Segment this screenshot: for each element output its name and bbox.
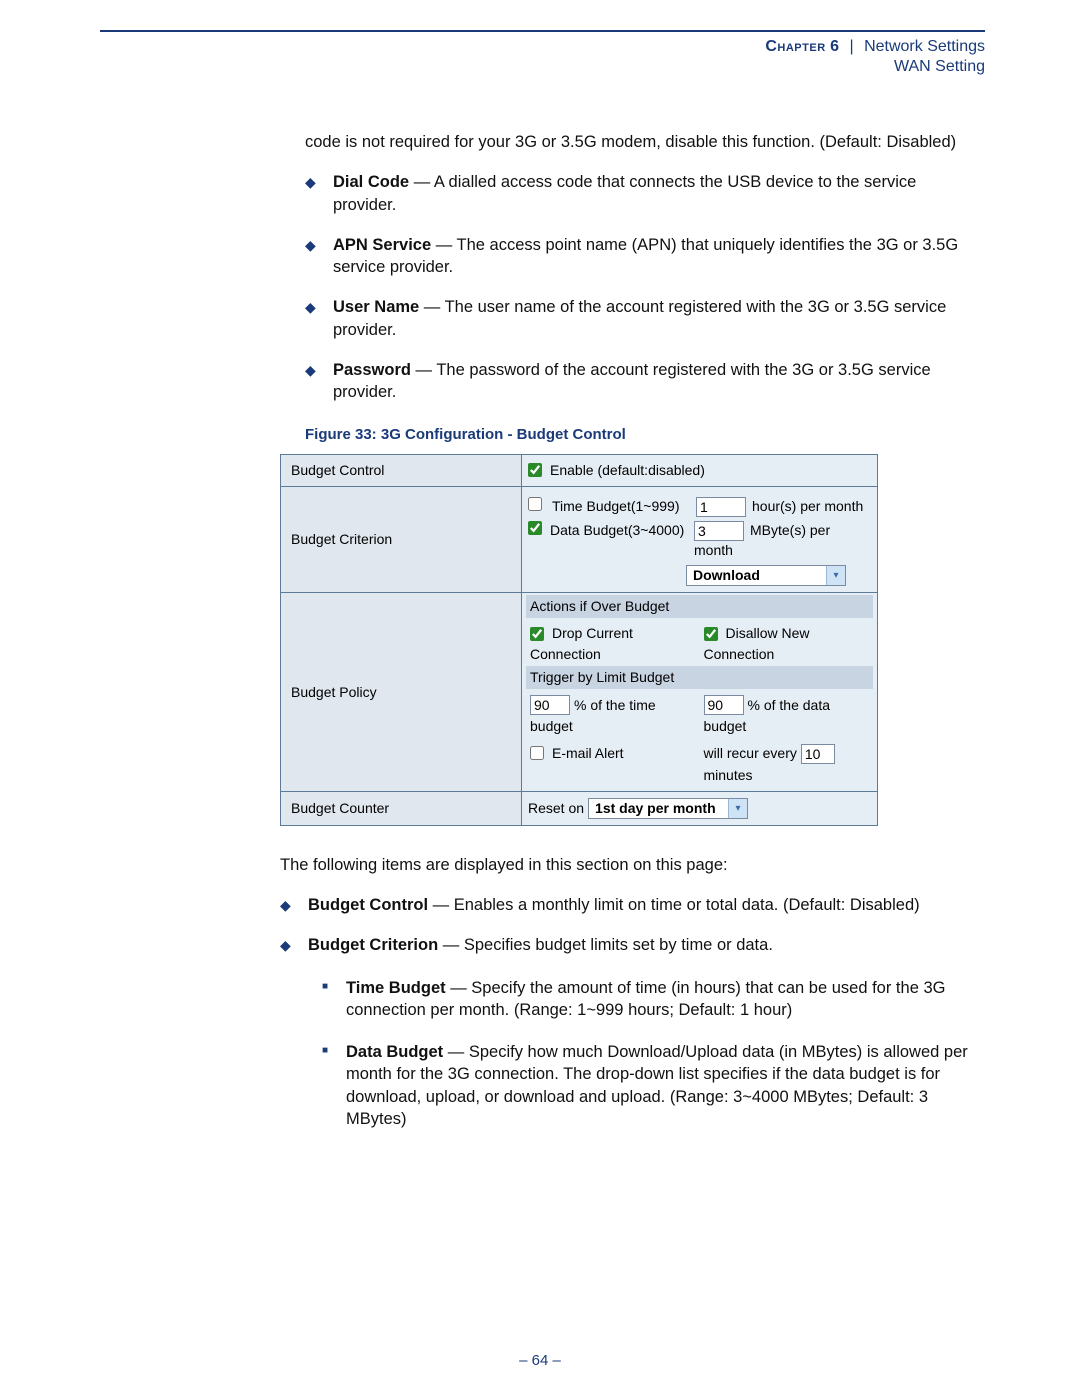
header-subsection: WAN Setting bbox=[100, 58, 985, 76]
term-text: — The user name of the account registere… bbox=[333, 298, 946, 338]
term: User Name bbox=[333, 298, 419, 316]
sub-bullet-list: Time Budget — Specify the amount of time… bbox=[308, 977, 980, 1131]
term: APN Service bbox=[333, 236, 431, 254]
disallow-text-b: Connection bbox=[704, 645, 870, 664]
disallow-connection-checkbox[interactable] bbox=[704, 627, 718, 641]
page-number: – 64 – bbox=[0, 1352, 1080, 1369]
chevron-down-icon: ▾ bbox=[728, 799, 747, 818]
recur-input[interactable] bbox=[801, 744, 835, 764]
content-after-figure: The following items are displayed in thi… bbox=[280, 854, 980, 1130]
row-label-budget-policy: Budget Policy bbox=[281, 593, 522, 791]
row-label-budget-control: Budget Control bbox=[281, 454, 522, 486]
header-separator: | bbox=[849, 38, 853, 55]
term: Budget Control bbox=[308, 896, 428, 914]
figure-caption: Figure 33: 3G Configuration - Budget Con… bbox=[305, 425, 975, 445]
reset-on-text: Reset on bbox=[528, 799, 584, 818]
term-text: — The password of the account registered… bbox=[333, 361, 931, 401]
data-budget-text: Data Budget(3~4000) bbox=[550, 521, 688, 540]
dropdown-text: 1st day per month bbox=[589, 799, 728, 818]
row-label-budget-counter: Budget Counter bbox=[281, 791, 522, 825]
intro-paragraph: code is not required for your 3G or 3.5G… bbox=[305, 131, 975, 153]
data-budget-unit-bot: month bbox=[694, 541, 830, 560]
pct-data-text-a: % of the data bbox=[748, 696, 831, 715]
sub-bullet-time-budget: Time Budget — Specify the amount of time… bbox=[322, 977, 980, 1022]
row-value-budget-policy: Actions if Over Budget Drop Current Conn… bbox=[522, 593, 878, 791]
content: code is not required for your 3G or 3.5G… bbox=[305, 131, 975, 826]
header-section: Network Settings bbox=[864, 38, 985, 55]
row-label-budget-criterion: Budget Criterion bbox=[281, 486, 522, 593]
page: Chapter 6 | Network Settings WAN Setting… bbox=[0, 0, 1080, 1397]
chevron-down-icon: ▾ bbox=[826, 566, 845, 585]
pct-time-text-a: % of the time bbox=[574, 696, 656, 715]
time-budget-checkbox[interactable] bbox=[528, 497, 542, 511]
page-header: Chapter 6 | Network Settings WAN Setting bbox=[100, 38, 985, 76]
term: Time Budget bbox=[346, 979, 446, 997]
data-budget-input[interactable] bbox=[694, 521, 744, 541]
bullet-dial-code: Dial Code — A dialled access code that c… bbox=[305, 171, 975, 216]
data-budget-checkbox[interactable] bbox=[528, 521, 542, 535]
bullet-apn-service: APN Service — The access point name (APN… bbox=[305, 234, 975, 279]
actions-header: Actions if Over Budget bbox=[526, 595, 873, 618]
top-bullet-list: Dial Code — A dialled access code that c… bbox=[305, 171, 975, 403]
pct-data-text-b: budget bbox=[704, 717, 870, 736]
bullet-budget-control: Budget Control — Enables a monthly limit… bbox=[280, 894, 980, 916]
enable-checkbox[interactable] bbox=[528, 463, 542, 477]
term: Budget Criterion bbox=[308, 936, 438, 954]
reset-on-dropdown[interactable]: 1st day per month ▾ bbox=[588, 798, 748, 819]
row-value-budget-control: Enable (default:disabled) bbox=[522, 454, 878, 486]
header-rule bbox=[100, 30, 985, 32]
drop-text-b: Connection bbox=[530, 645, 696, 664]
recur-text-a: will recur every bbox=[704, 744, 797, 763]
term-text: — Specifies budget limits set by time or… bbox=[438, 936, 773, 954]
trigger-header: Trigger by Limit Budget bbox=[526, 666, 873, 689]
bullet-budget-criterion: Budget Criterion — Specifies budget limi… bbox=[280, 934, 980, 1130]
time-budget-unit: hour(s) per month bbox=[752, 497, 863, 516]
data-budget-type-dropdown[interactable]: Download ▾ bbox=[686, 565, 846, 586]
drop-connection-checkbox[interactable] bbox=[530, 627, 544, 641]
term-text: — Enables a monthly limit on time or tot… bbox=[428, 896, 920, 914]
term: Password bbox=[333, 361, 411, 379]
dropdown-text: Download bbox=[687, 566, 826, 585]
after-paragraph: The following items are displayed in thi… bbox=[280, 854, 980, 876]
pct-data-input[interactable] bbox=[704, 695, 744, 715]
email-alert-checkbox[interactable] bbox=[530, 746, 544, 760]
bottom-bullet-list: Budget Control — Enables a monthly limit… bbox=[280, 894, 980, 1130]
row-value-budget-criterion: Time Budget(1~999) hour(s) per month Dat… bbox=[522, 486, 878, 593]
chapter-number: 6 bbox=[830, 38, 839, 55]
disallow-text-a: Disallow New bbox=[726, 624, 810, 643]
email-alert-text: E-mail Alert bbox=[552, 744, 624, 763]
pct-time-input[interactable] bbox=[530, 695, 570, 715]
recur-text-b: minutes bbox=[704, 766, 870, 785]
time-budget-input[interactable] bbox=[696, 497, 746, 517]
row-value-budget-counter: Reset on 1st day per month ▾ bbox=[522, 791, 878, 825]
chapter-label: Chapter bbox=[765, 38, 825, 55]
time-budget-text: Time Budget(1~999) bbox=[552, 497, 690, 516]
bullet-user-name: User Name — The user name of the account… bbox=[305, 296, 975, 341]
header-line-1: Chapter 6 | Network Settings bbox=[100, 38, 985, 56]
pct-time-text-b: budget bbox=[530, 717, 696, 736]
bullet-password: Password — The password of the account r… bbox=[305, 359, 975, 404]
budget-control-screenshot: Budget Control Enable (default:disabled)… bbox=[280, 454, 878, 826]
enable-text: Enable (default:disabled) bbox=[550, 461, 705, 480]
term: Dial Code bbox=[333, 173, 409, 191]
sub-bullet-data-budget: Data Budget — Specify how much Download/… bbox=[322, 1041, 980, 1130]
drop-text-a: Drop Current bbox=[552, 624, 633, 643]
term: Data Budget bbox=[346, 1043, 443, 1061]
data-budget-unit-top: MByte(s) per bbox=[750, 521, 830, 540]
term-text: — A dialled access code that connects th… bbox=[333, 173, 916, 213]
